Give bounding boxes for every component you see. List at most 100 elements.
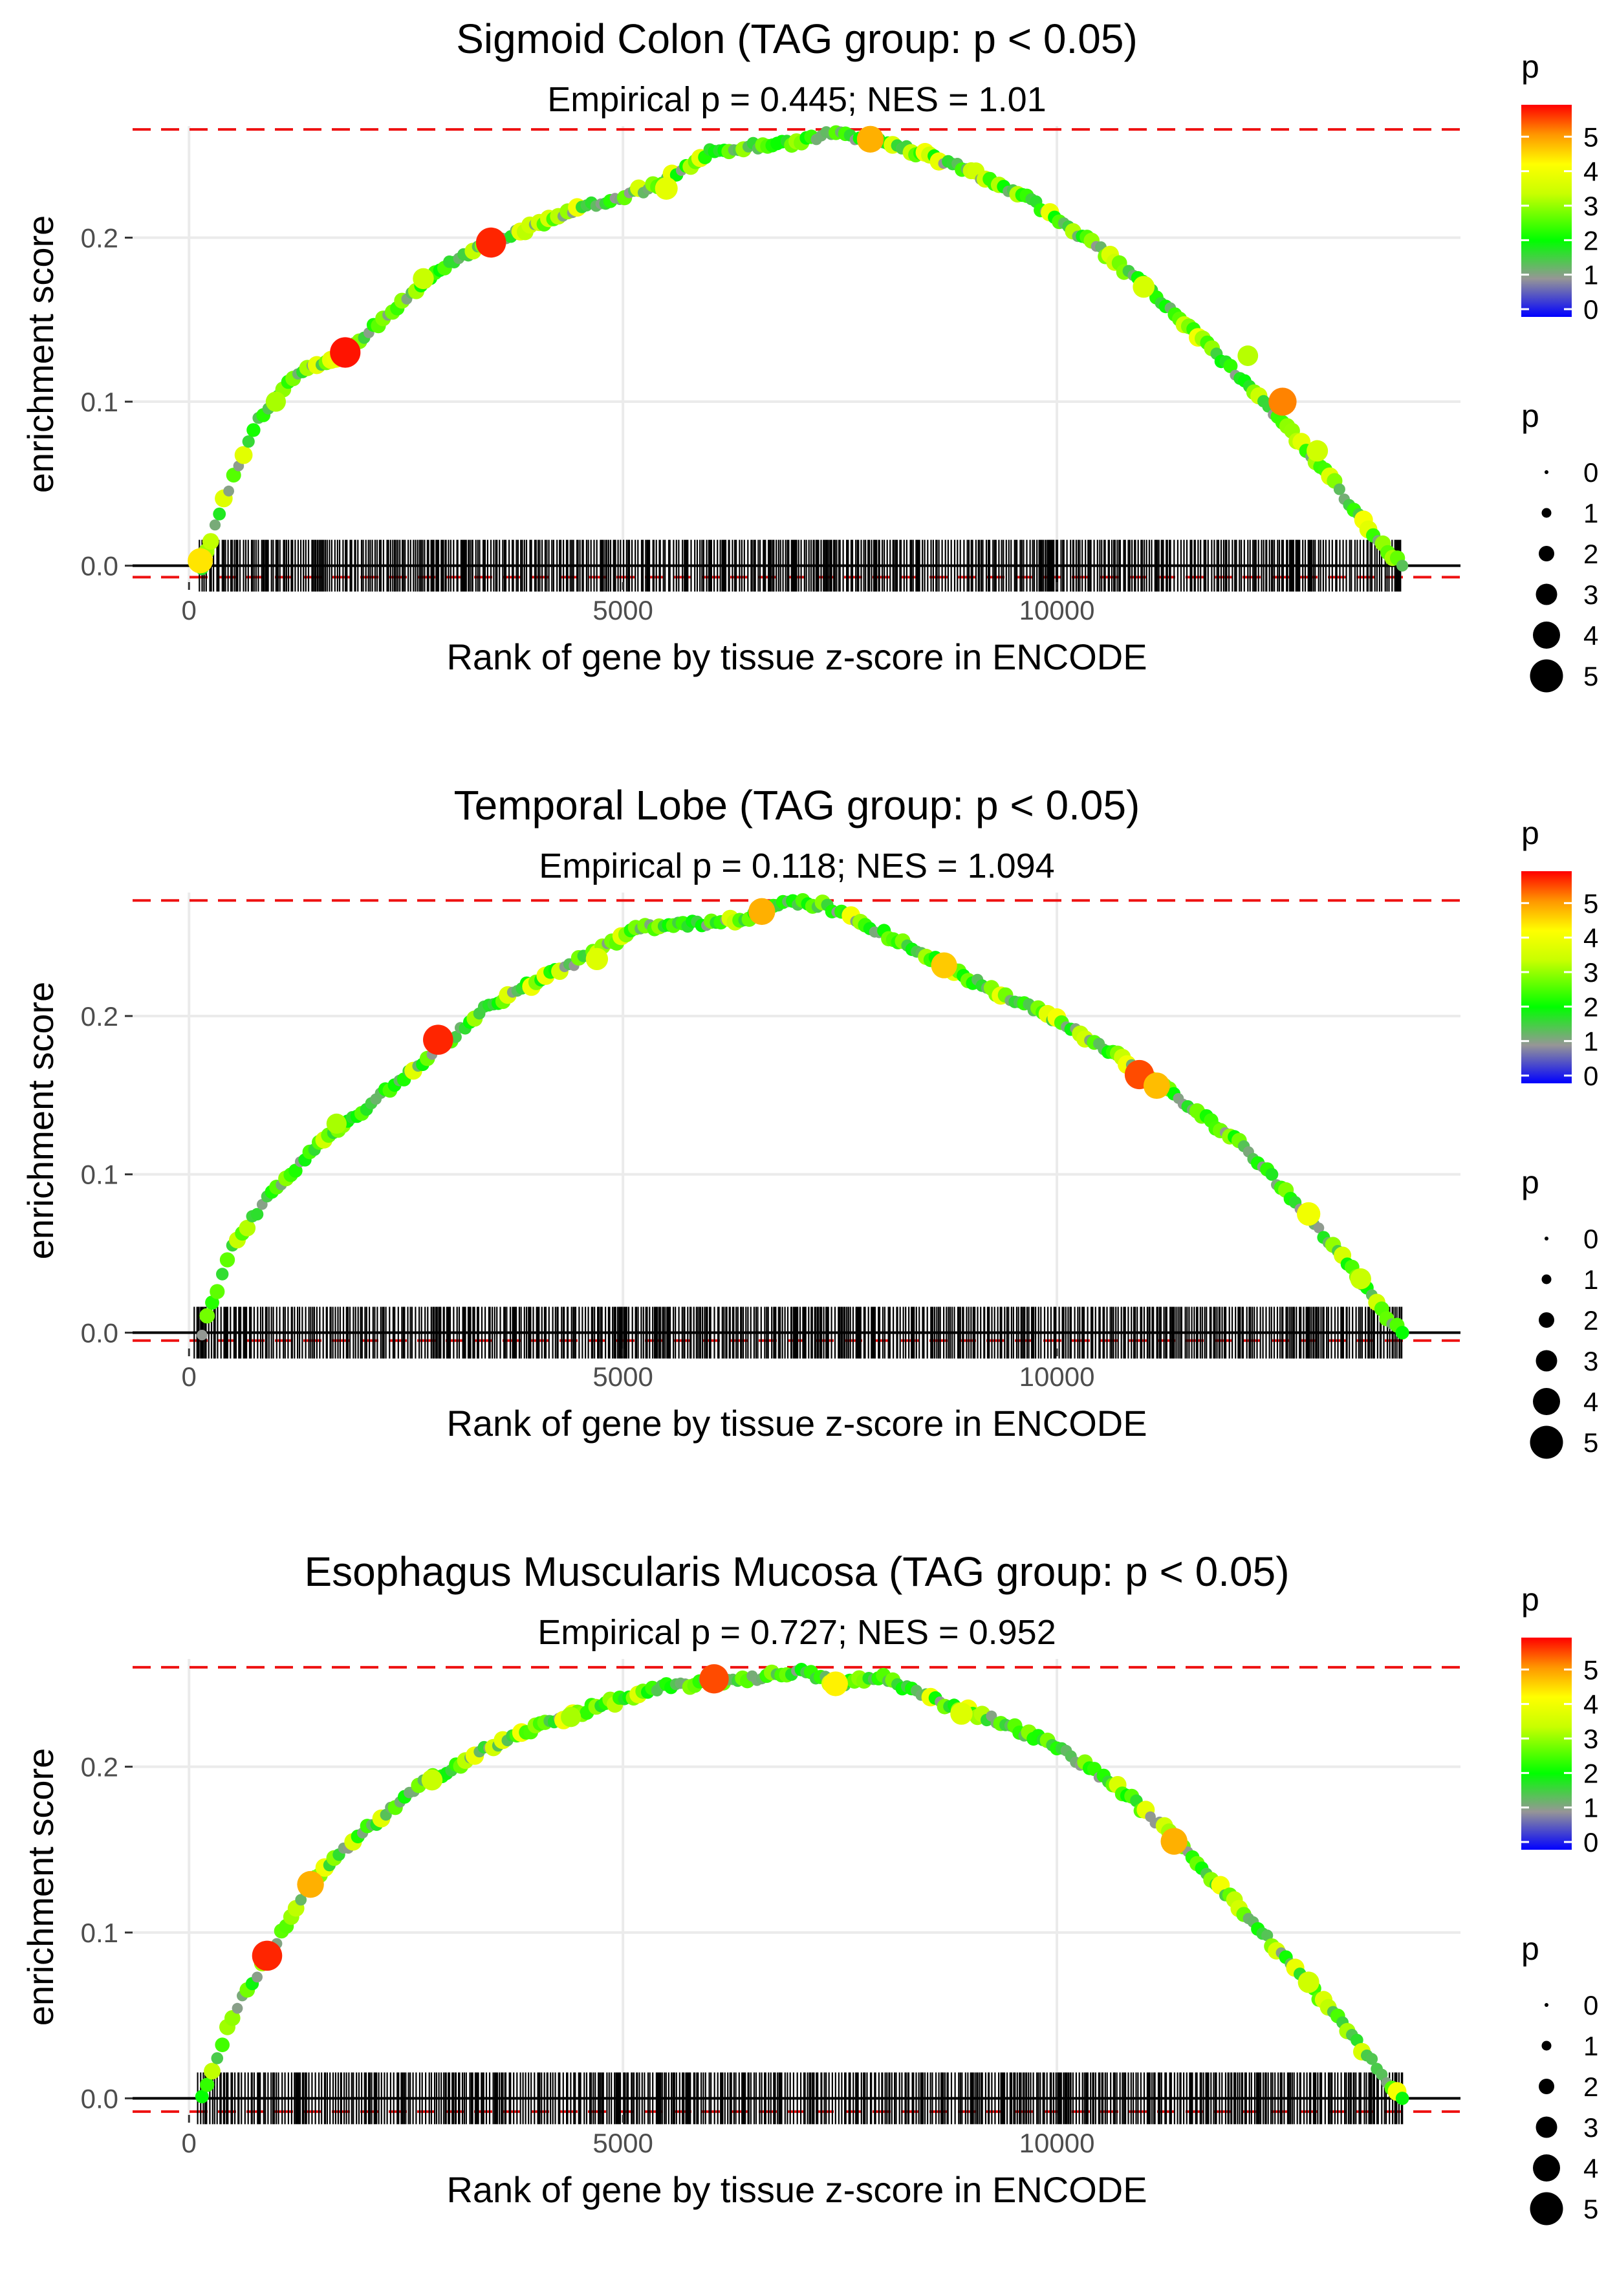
color-legend-title: p — [1521, 815, 1539, 851]
x-tick-label: 0 — [182, 1361, 197, 1392]
y-tick-label: 0.1 — [81, 1918, 118, 1948]
enrichment-point-highlight — [297, 1870, 324, 1898]
color-legend-label: 5 — [1583, 1654, 1598, 1685]
enrichment-point-highlight — [655, 177, 678, 200]
enrichment-point — [210, 1284, 225, 1299]
enrichment-point — [202, 533, 219, 550]
enrichment-point — [200, 2077, 215, 2092]
size-legend-dot — [1541, 2041, 1552, 2051]
enrichment-points — [195, 125, 1409, 576]
y-tick-label: 0.0 — [81, 1318, 118, 1348]
enrichment-point — [1333, 483, 1345, 495]
enrichment-point — [224, 2010, 241, 2026]
x-axis-title: Rank of gene by tissue z-score in ENCODE — [446, 1403, 1147, 1444]
enrichment-point-highlight — [1237, 345, 1259, 366]
enrichment-point — [1376, 2068, 1388, 2081]
enrichment-point — [1395, 2092, 1409, 2105]
enrichment-point — [1265, 1167, 1279, 1181]
enrichment-plot: Sigmoid Colon (TAG group: p < 0.05) Empir… — [20, 16, 1598, 693]
color-legend-label: 3 — [1583, 191, 1598, 221]
chart-subtitle: Empirical p = 0.445; NES = 1.01 — [547, 80, 1046, 119]
enrichment-point — [219, 1252, 235, 1268]
x-tick-label: 5000 — [592, 1361, 653, 1392]
size-legend-label: 1 — [1583, 498, 1598, 528]
enrichment-point-highlight — [421, 1769, 443, 1791]
color-bar — [1521, 871, 1572, 1083]
color-legend-label: 0 — [1583, 294, 1598, 325]
enrichment-point-highlight — [1297, 1971, 1319, 1993]
size-legend-title: p — [1521, 398, 1539, 434]
enrichment-point — [288, 1164, 303, 1178]
enrichment-point-highlight — [330, 337, 361, 368]
size-legend-title: p — [1521, 1931, 1539, 1967]
color-legend-label: 1 — [1583, 1793, 1598, 1823]
enrichment-point — [223, 485, 234, 497]
enrichment-point — [242, 435, 255, 448]
enrichment-point — [295, 1894, 307, 1906]
x-tick-label: 5000 — [592, 595, 653, 625]
chart-panel-temporal-lobe: Temporal Lobe (TAG group: p < 0.05) Empir… — [0, 766, 1617, 1530]
enrichment-point-highlight — [1160, 1828, 1188, 1855]
enrichment-point — [205, 1295, 219, 1310]
enrichment-point-highlight — [1297, 1202, 1321, 1226]
enrichment-point — [1395, 1326, 1409, 1339]
size-legend-dot — [1541, 1274, 1552, 1284]
size-legend-title: p — [1521, 1164, 1539, 1200]
enrichment-point-highlight — [1307, 440, 1329, 462]
size-legend-label: 2 — [1583, 539, 1598, 569]
enrichment-point — [213, 507, 226, 521]
size-legend-label: 2 — [1583, 2072, 1598, 2102]
x-tick-label: 5000 — [592, 2128, 653, 2158]
enrichment-point — [250, 1208, 264, 1221]
y-tick-label: 0.1 — [81, 387, 118, 417]
enrichment-point-highlight — [561, 1707, 581, 1727]
enrichment-point — [246, 423, 261, 437]
x-axis-title: Rank of gene by tissue z-score in ENCODE — [446, 2169, 1147, 2210]
enrichment-point-highlight — [856, 125, 884, 153]
x-tick-label: 0 — [182, 595, 197, 625]
enrichment-point-highlight — [423, 1024, 453, 1055]
enrichment-point — [197, 1330, 208, 1341]
size-legend-label: 5 — [1583, 2194, 1598, 2224]
size-legend-dot — [1539, 1312, 1554, 1328]
enrichment-point-highlight — [188, 548, 213, 574]
size-legend-label: 1 — [1583, 2031, 1598, 2061]
enrichment-point — [216, 1268, 229, 1281]
enrichment-point — [239, 1220, 256, 1237]
size-legend-label: 3 — [1583, 1346, 1598, 1376]
size-legend-label: 3 — [1583, 579, 1598, 610]
color-legend-label: 5 — [1583, 122, 1598, 152]
size-legend-dot — [1530, 2192, 1563, 2226]
enrichment-plot: Temporal Lobe (TAG group: p < 0.05) Empir… — [20, 782, 1598, 1459]
enrichment-points — [195, 1663, 1409, 2105]
size-legend-dot — [1545, 470, 1548, 474]
size-legend-label: 5 — [1583, 661, 1598, 691]
enrichment-point — [232, 2002, 243, 2014]
enrichment-point-highlight — [931, 952, 957, 979]
size-legend-dot — [1533, 622, 1560, 649]
color-legend-label: 3 — [1583, 957, 1598, 988]
enrichment-points — [197, 893, 1409, 1341]
enrichment-point — [234, 446, 253, 464]
y-axis-title: enrichment score — [20, 1748, 61, 2026]
enrichment-point — [195, 2090, 209, 2103]
color-legend-label: 2 — [1583, 1758, 1598, 1788]
size-legend-dot — [1536, 583, 1557, 605]
color-legend-label: 4 — [1583, 1689, 1598, 1720]
size-legend-dot — [1533, 2154, 1560, 2182]
color-legend-title: p — [1521, 1581, 1539, 1618]
size-legend-label: 5 — [1583, 1427, 1598, 1458]
size-legend-dot — [1545, 2003, 1548, 2007]
size-legend-dot — [1539, 546, 1554, 561]
enrichment-point — [1396, 559, 1409, 572]
enrichment-point-highlight — [748, 898, 776, 926]
size-legend-label: 4 — [1583, 1387, 1598, 1417]
color-bar — [1521, 105, 1572, 317]
x-tick-label: 0 — [182, 2128, 197, 2158]
enrichment-point — [204, 2063, 221, 2080]
y-tick-label: 0.2 — [81, 1001, 118, 1032]
size-legend-label: 0 — [1583, 457, 1598, 488]
enrichment-point — [1365, 2053, 1378, 2065]
enrichment-point-highlight — [475, 227, 506, 258]
size-legend-dot — [1541, 508, 1552, 518]
